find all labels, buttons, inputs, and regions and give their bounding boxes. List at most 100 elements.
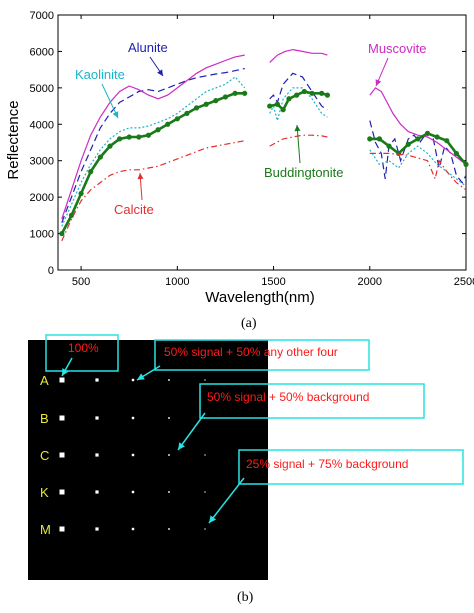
series-point-buddingtonite [242, 90, 248, 96]
y-axis-label: Reflectence [5, 100, 22, 179]
annotation-arrowhead [375, 79, 382, 86]
annotation-arrowhead [137, 173, 144, 180]
series-line-muscovite [61, 54, 245, 220]
series-point-buddingtonite [463, 161, 469, 167]
y-tick-label: 6000 [30, 46, 54, 58]
series-point-buddingtonite [97, 154, 103, 160]
target-pixel [131, 527, 135, 531]
series-line-muscovite [369, 87, 467, 165]
annotation-arrow [296, 124, 301, 164]
target-pixel [204, 379, 206, 381]
callout-text-mixed-bg75: 25% signal + 75% background [246, 457, 408, 471]
target-pixel [131, 378, 135, 382]
y-tick-label: 1000 [30, 229, 54, 241]
plot-frame [57, 14, 467, 271]
series-point-buddingtonite [174, 116, 180, 122]
target-pixel [95, 453, 99, 457]
series-line-calcite [61, 140, 245, 242]
x-tick-label: 1000 [165, 276, 189, 288]
target-pixel [95, 416, 99, 420]
target-pixel [168, 417, 170, 419]
target-pixel [131, 416, 135, 420]
target-pixel [168, 379, 170, 381]
x-axis-label: Wavelength(nm) [205, 289, 314, 306]
series-point-buddingtonite [319, 90, 325, 96]
target-pixel [95, 490, 99, 494]
target-pixel [95, 378, 99, 382]
series-point-buddingtonite [267, 103, 273, 109]
series-point-buddingtonite [232, 90, 238, 96]
target-pixel [168, 454, 170, 456]
target-pixel [131, 453, 135, 457]
caption-b: (b) [237, 590, 254, 605]
y-tick-label: 3000 [30, 156, 54, 168]
target-pixel [59, 489, 65, 495]
series-point-buddingtonite [444, 138, 450, 144]
target-pixel [131, 490, 135, 494]
target-pixel [59, 415, 65, 421]
series-line-calcite [269, 134, 328, 147]
annotation-calcite: Calcite [114, 202, 154, 217]
caption-a: (a) [241, 316, 257, 331]
annotation-kaolinite: Kaolinite [75, 67, 125, 82]
panel-b-grid: A B C K M [28, 340, 268, 580]
annotation-buddingtonite: Buddingtonite [264, 165, 344, 180]
series-point-buddingtonite [294, 92, 300, 98]
series-point-buddingtonite [301, 88, 307, 95]
target-pixel [168, 528, 170, 530]
chart-series [59, 48, 469, 242]
y-tick-label: 0 [48, 265, 54, 277]
series-point-buddingtonite [155, 127, 161, 133]
series-point-buddingtonite [424, 130, 431, 136]
series-point-buddingtonite [396, 150, 402, 157]
series-line-alunite [61, 67, 245, 223]
series-point-buddingtonite [415, 136, 421, 142]
annotation-alunite: Alunite [128, 40, 168, 55]
series-point-buddingtonite [68, 212, 75, 218]
series-line-alunite [269, 72, 328, 111]
callout-box [238, 449, 464, 485]
annotation-muscovite: Muscovite [368, 41, 427, 56]
target-pixel [204, 417, 206, 419]
series-line-kaolinite [369, 145, 467, 187]
row-label-b: B [40, 411, 49, 426]
series-point-buddingtonite [274, 101, 280, 107]
series-point-buddingtonite [386, 143, 392, 149]
series-point-buddingtonite [145, 132, 152, 138]
series-point-buddingtonite [165, 121, 171, 127]
series-point-buddingtonite [184, 110, 190, 116]
series-point-buddingtonite [213, 98, 219, 104]
x-tick-label: 500 [72, 276, 90, 288]
row-label-a: A [40, 373, 49, 388]
annotation-arrow [101, 83, 119, 119]
annotation-arrowhead [157, 69, 163, 76]
series-point-buddingtonite [367, 136, 373, 142]
series-line-muscovite [269, 48, 328, 63]
row-label-m: M [40, 522, 51, 537]
target-pixel [59, 526, 65, 532]
series-point-buddingtonite [203, 101, 209, 107]
y-tick-label: 2000 [30, 192, 54, 204]
annotation-arrowhead [112, 111, 119, 118]
series-point-buddingtonite [116, 136, 123, 142]
target-pixel [168, 491, 170, 493]
panel-b-canvas: A B C K M [40, 373, 206, 537]
series-line-kaolinite [269, 87, 328, 123]
target-pixel [59, 452, 65, 458]
series-point-buddingtonite [405, 141, 411, 147]
series-line-alunite [369, 120, 467, 184]
series-point-buddingtonite [222, 94, 229, 100]
row-label-k: K [40, 485, 49, 500]
series-point-buddingtonite [78, 190, 84, 197]
series-point-buddingtonite [376, 136, 382, 142]
series-point-buddingtonite [126, 134, 132, 140]
target-pixel [59, 377, 65, 383]
series-point-buddingtonite [324, 92, 331, 98]
series-point-buddingtonite [280, 107, 286, 113]
series-point-buddingtonite [434, 134, 440, 140]
series-point-buddingtonite [107, 143, 113, 149]
series-point-buddingtonite [136, 134, 142, 140]
